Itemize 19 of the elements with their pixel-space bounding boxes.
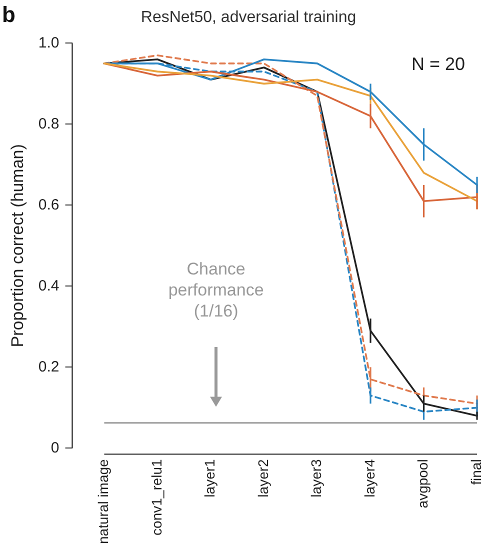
chart-title: ResNet50, adversarial training <box>140 9 356 26</box>
y-tick-label: 0.4 <box>38 277 60 294</box>
x-tick-label: final <box>468 459 484 485</box>
y-tick-label: 1.0 <box>38 34 60 52</box>
x-tick-label: conv1_relu1 <box>148 458 164 536</box>
annotation: N = 20 <box>411 54 465 74</box>
x-tick-label: avgpool <box>414 459 431 508</box>
x-tick-label: natural image <box>95 458 112 544</box>
y-tick-label: 0 <box>50 439 60 456</box>
y-tick-label: 0.8 <box>38 115 60 132</box>
x-tick-label: layer3 <box>308 458 324 498</box>
x-tick-label: layer4 <box>361 458 378 498</box>
text: b <box>2 2 16 28</box>
ref-line-label: Chance performance (1/16) <box>168 260 264 321</box>
y-tick-label: 0.2 <box>38 358 60 376</box>
y-axis-title: Proportion correct (human) <box>8 144 27 348</box>
x-tick-label: layer1 <box>202 458 218 498</box>
y-tick-label: 0.6 <box>38 196 60 214</box>
x-tick-label: layer2 <box>254 458 271 498</box>
